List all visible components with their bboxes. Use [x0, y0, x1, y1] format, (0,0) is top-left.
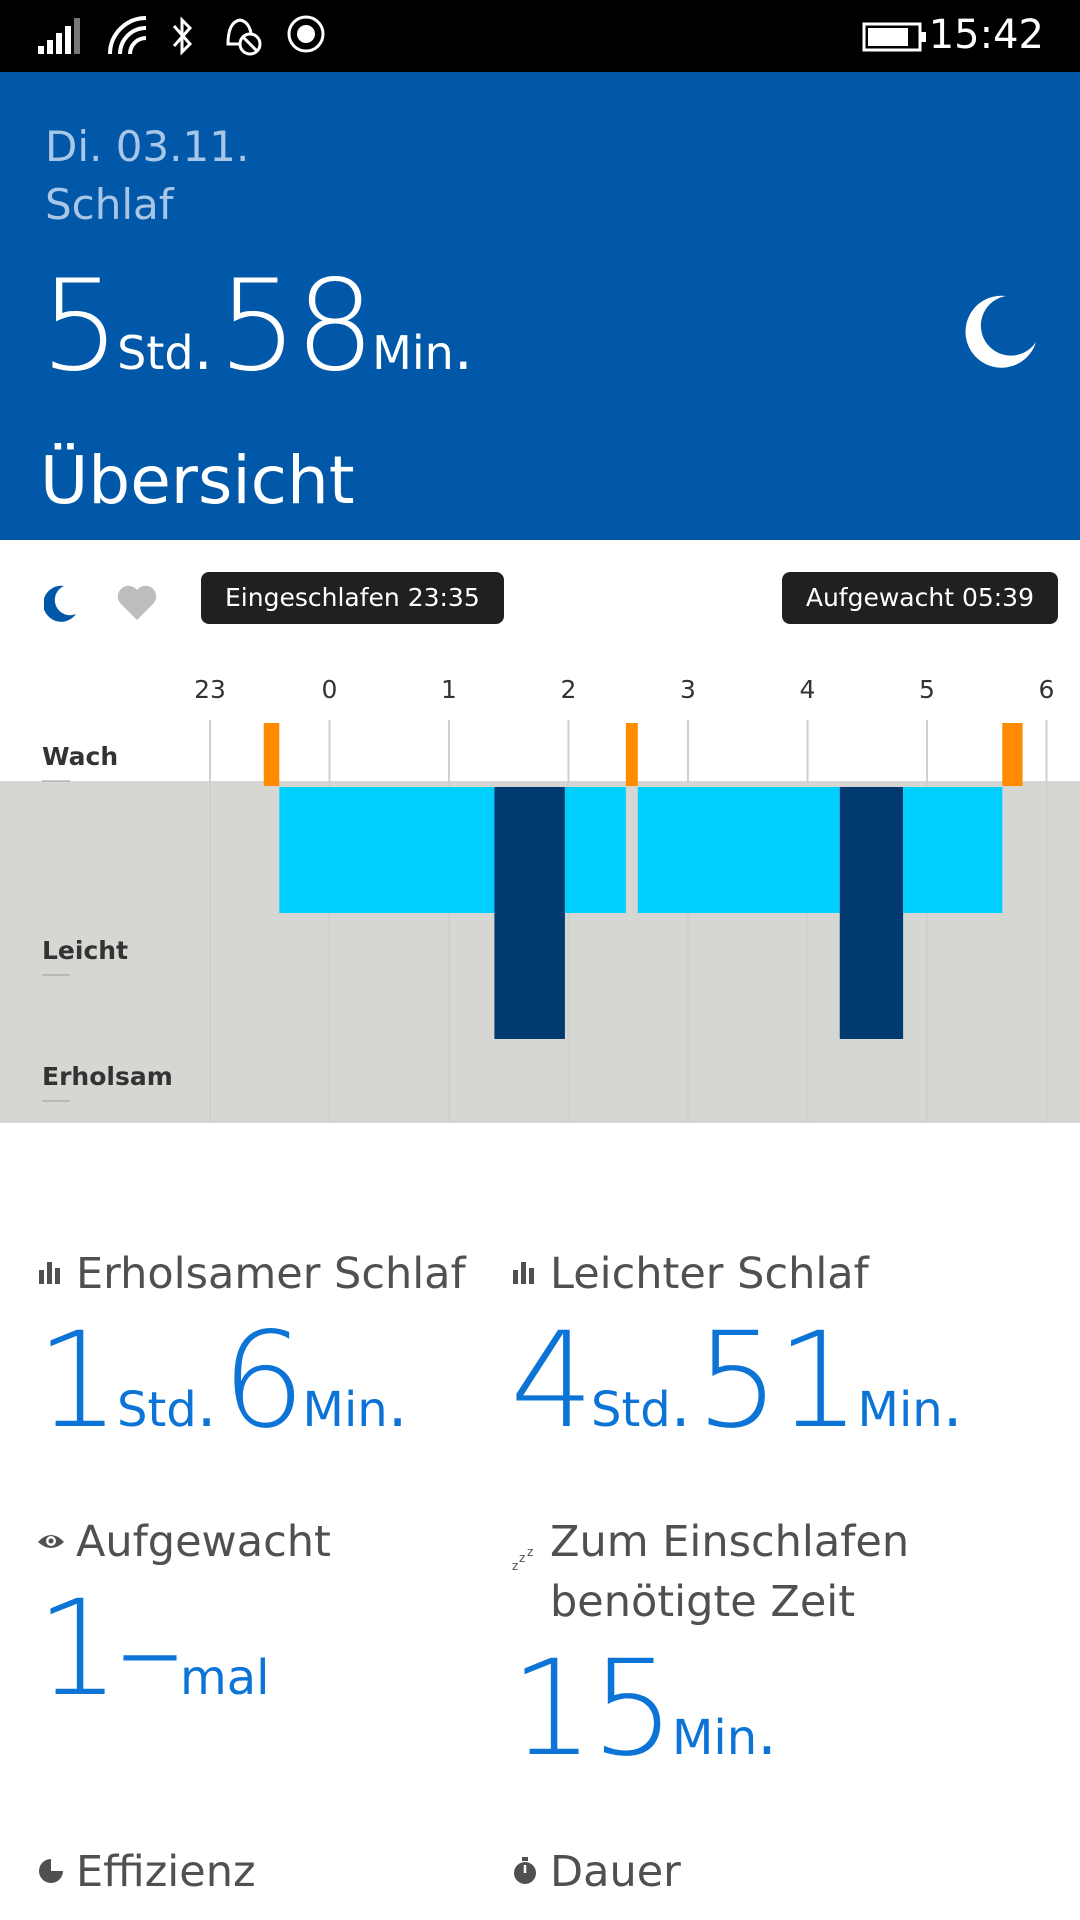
- stat-label: Zum Einschlafen benötigte Zeit: [550, 1517, 910, 1627]
- sleep-segment-wach: [625, 723, 638, 786]
- quiet-hours-icon: [226, 18, 262, 56]
- efficiency-icon: [39, 1859, 63, 1883]
- svg-text:z: z: [527, 1545, 533, 1559]
- stat-efficiency: Effizienz: [36, 1842, 256, 1902]
- moon-icon[interactable]: [44, 584, 78, 624]
- svg-text:z: z: [519, 1551, 525, 1565]
- total-sleep-value: 5Std. 58Min.: [40, 252, 473, 399]
- bar-chart-icon: [513, 1262, 534, 1284]
- chart-x-tick-label: 5: [919, 675, 935, 704]
- zzz-icon: zz z: [512, 1545, 533, 1572]
- clock: 15:42: [928, 12, 1044, 58]
- stat-value: 1–mal: [36, 1572, 270, 1726]
- sleep-segment-wach: [263, 723, 280, 786]
- section-title: Übersicht: [40, 442, 355, 519]
- chart-level-label: Leicht: [42, 936, 128, 965]
- sleep-chart-panel: Eingeschlafen 23:35 Aufgewacht 05:39 23 0…: [0, 540, 1080, 1182]
- signal-icon: [38, 18, 80, 54]
- chart-x-tick-label: 2: [561, 675, 577, 704]
- minutes-unit: Min: [372, 326, 454, 380]
- stat-label: Effizienz: [76, 1847, 256, 1897]
- awake-time-badge: Aufgewacht 05:39: [781, 572, 1058, 624]
- stat-value: 15Min.: [510, 1632, 777, 1786]
- bluetooth-icon: [172, 16, 193, 56]
- svg-text:z: z: [512, 1559, 518, 1572]
- chart-x-tick-label: 0: [322, 675, 338, 704]
- total-hours: 5: [40, 252, 120, 399]
- sleep-segment-wach: [1002, 723, 1023, 786]
- activity-label: Schlaf: [45, 180, 174, 229]
- stat-label: Leichter Schlaf: [550, 1249, 869, 1299]
- stat-label: Dauer: [550, 1847, 681, 1897]
- sleep-segment-leicht: [903, 787, 1003, 913]
- chart-x-tick-label: 6: [1039, 675, 1055, 704]
- stat-value: 1Std. 6Min.: [36, 1304, 408, 1458]
- location-icon: [287, 15, 325, 53]
- stat-deep-sleep: Erholsamer Schlaf 1Std. 6Min.: [36, 1244, 466, 1458]
- asleep-time-badge: Eingeschlafen 23:35: [201, 572, 504, 624]
- eye-icon: [38, 1535, 64, 1548]
- stat-light-sleep: Leichter Schlaf 4Std. 51Min.: [510, 1244, 962, 1458]
- sleep-segment-leicht: [637, 787, 840, 913]
- chart-x-tick-label: 3: [680, 675, 696, 704]
- battery-icon: [862, 22, 926, 52]
- chart-level-label: Erholsam: [42, 1062, 173, 1091]
- sleep-segment-leicht: [564, 787, 626, 913]
- chart-x-tick-label: 4: [800, 675, 816, 704]
- bar-chart-icon: [39, 1262, 60, 1284]
- stat-value: 4Std. 51Min.: [510, 1304, 963, 1458]
- stats-section: Erholsamer Schlaf 1Std. 6Min. Leichter S…: [0, 1182, 1080, 1920]
- stat-label: Aufgewacht: [76, 1517, 331, 1567]
- status-bar: 15:42: [0, 0, 1080, 72]
- stat-woke-up: Aufgewacht 1–mal: [36, 1512, 331, 1726]
- sleep-segment-leicht: [279, 787, 495, 913]
- chart-x-tick-label: 1: [441, 675, 457, 704]
- hours-unit: Std: [117, 326, 194, 380]
- moon-icon: [965, 295, 1036, 368]
- stat-label: Erholsamer Schlaf: [76, 1249, 466, 1299]
- wifi-icon: [108, 16, 147, 55]
- stat-duration: Dauer: [510, 1842, 681, 1902]
- heart-icon[interactable]: [116, 584, 158, 622]
- summary-header: Di. 03.11. Schlaf 5Std. 58Min. Übersicht: [0, 72, 1080, 540]
- date-label: Di. 03.11.: [45, 122, 250, 171]
- total-minutes: 58: [217, 252, 375, 399]
- chart-level-label: Wach: [42, 742, 118, 771]
- stopwatch-icon: [514, 1857, 536, 1884]
- chart-x-tick-label: 23: [194, 675, 226, 704]
- sleep-segment-erholsam: [494, 787, 565, 1039]
- sleep-segment-erholsam: [839, 787, 904, 1039]
